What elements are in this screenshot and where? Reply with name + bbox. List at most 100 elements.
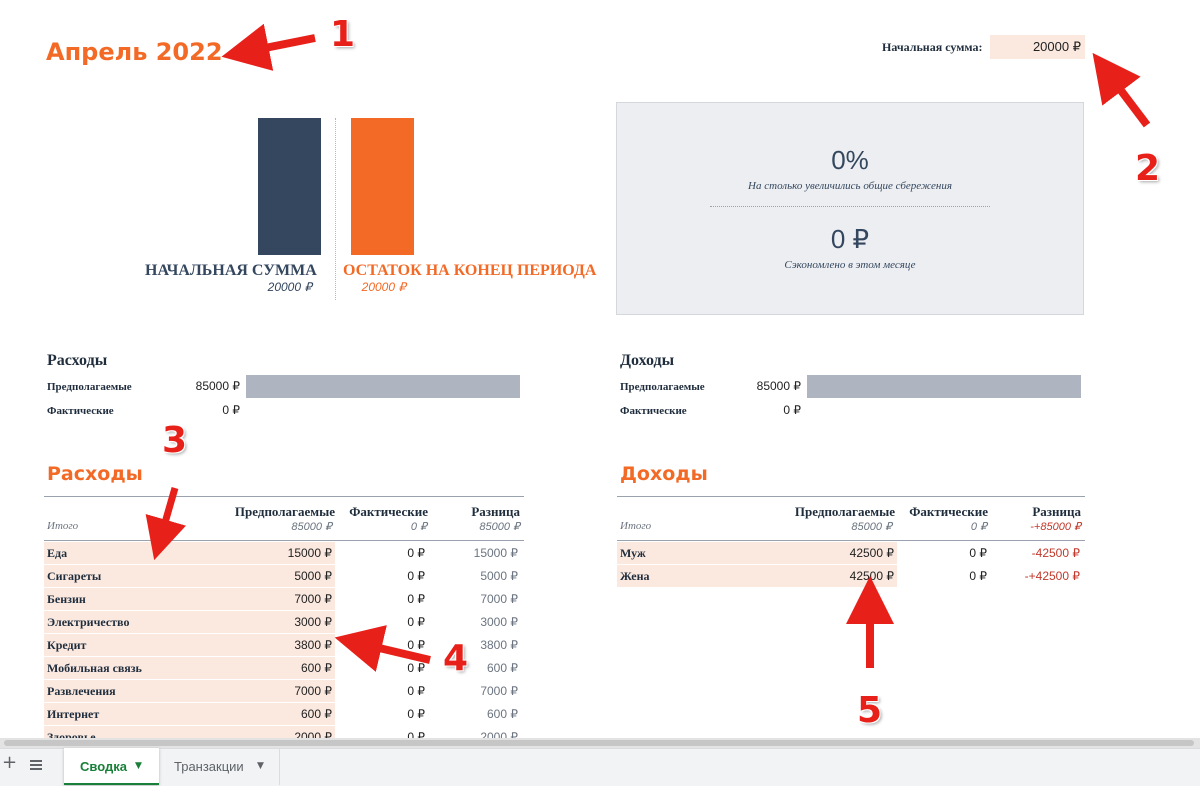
expense-actual: 0 ₽ [407,638,425,652]
add-sheet-icon[interactable]: + [2,752,18,773]
expenses-summary-title: Расходы [47,352,108,369]
expense-diff: 3000 ₽ [480,615,518,629]
income-actual-value: 0 ₽ [783,403,801,417]
expense-actual: 0 ₽ [407,684,425,698]
expense-actual: 0 ₽ [407,592,425,606]
savings-amount-label: Сэкономлено в этом месяце [784,259,916,271]
expenses-actual-value: 0 ₽ [222,403,240,417]
annotation-3: 3 [162,420,188,461]
expenses-planned-bar [246,375,520,398]
expense-name[interactable]: Мобильная связь [44,657,240,679]
table-row: Кредит 3800 ₽ 0 ₽ 3800 ₽ [44,634,524,657]
income-table-top-rule [617,496,1085,497]
income-name[interactable]: Муж [617,542,803,564]
savings-divider [710,206,990,207]
arrow-4 [334,625,431,672]
expense-actual: 0 ₽ [407,546,425,560]
expenses-col-diff: Разница [471,504,520,519]
expense-name[interactable]: Интернет [44,703,240,725]
expense-name[interactable]: Сигареты [44,565,240,587]
expense-diff: 5000 ₽ [480,569,518,583]
expenses-col-planned: Предполагаемые [234,504,335,519]
expense-name[interactable]: Еда [44,542,240,564]
expense-name[interactable]: Развлечения [44,680,240,702]
end-balance-bar [351,118,414,255]
expense-actual: 0 ₽ [407,615,425,629]
tab-summary-label[interactable]: Сводка [80,759,127,774]
expenses-table-body: Еда 15000 ₽ 0 ₽ 15000 ₽ Сигареты 5000 ₽ … [44,542,524,749]
income-total-planned: 85000 ₽ [851,521,892,533]
end-balance-caption: ОСТАТОК НА КОНЕЦ ПЕРИОДА [343,262,597,279]
income-col-diff: Разница [1032,504,1081,519]
expense-diff: 7000 ₽ [480,684,518,698]
tab-transactions-label[interactable]: Транзакции [174,759,244,774]
income-col-actual: Фактические [909,504,988,519]
expenses-total-planned: 85000 ₽ [291,521,332,533]
expense-planned[interactable]: 3800 ₽ [240,634,335,656]
start-amount-caption: НАЧАЛЬНАЯ СУММА [145,262,317,279]
savings-panel [616,102,1084,315]
tab-summary[interactable] [64,748,159,785]
expenses-table-header-rule [44,540,524,541]
expenses-actual-label: Фактические [47,405,114,417]
expenses-col-actual: Фактические [349,504,428,519]
income-planned[interactable]: 42500 ₽ [803,542,897,564]
expense-diff: 15000 ₽ [473,546,518,560]
annotation-1: 1 [330,14,356,55]
expense-planned[interactable]: 7000 ₽ [240,680,335,702]
table-row: Еда 15000 ₽ 0 ₽ 15000 ₽ [44,542,524,565]
expense-planned[interactable]: 3000 ₽ [240,611,335,633]
start-amount-bar [258,118,321,255]
page-title: Апрель 2022 [46,38,223,66]
income-summary-title: Доходы [620,352,675,369]
expense-planned[interactable]: 7000 ₽ [240,588,335,610]
start-amount-label: Начальная сумма: [882,40,983,54]
expense-planned[interactable]: 600 ₽ [240,703,335,725]
expense-actual: 0 ₽ [407,707,425,721]
income-diff: -42500 ₽ [1031,546,1080,560]
expense-planned[interactable]: 5000 ₽ [240,565,335,587]
scrollbar-thumb[interactable] [4,740,1194,746]
income-name[interactable]: Жена [617,565,803,587]
income-actual: 0 ₽ [969,569,987,583]
income-diff: -+42500 ₽ [1024,569,1080,583]
income-total-label: Итого [620,520,652,532]
income-planned-bar [807,375,1081,398]
income-planned-label: Предполагаемые [620,381,705,393]
expense-planned[interactable]: 600 ₽ [240,657,335,679]
expense-diff: 3800 ₽ [480,638,518,652]
end-balance-caption-value: 20000 ₽ [361,280,406,294]
all-sheets-menu-icon[interactable] [30,760,42,772]
expense-name[interactable]: Бензин [44,588,240,610]
arrow-2 [1092,52,1151,128]
income-planned-value: 85000 ₽ [756,379,801,393]
tab-transactions[interactable] [164,748,280,785]
table-row: Интернет 600 ₽ 0 ₽ 600 ₽ [44,703,524,726]
annotation-2: 2 [1135,148,1161,189]
annotation-4: 4 [443,638,469,679]
sheet-tabs-bar [0,748,1200,786]
income-actual: 0 ₽ [969,546,987,560]
income-table-title: Доходы [620,463,708,485]
chart-divider [335,118,336,300]
expenses-table-top-rule [44,496,524,497]
expense-planned[interactable]: 15000 ₽ [240,542,335,564]
income-total-diff: -+85000 ₽ [1030,521,1081,533]
expenses-planned-label: Предполагаемые [47,381,132,393]
expenses-total-actual: 0 ₽ [410,521,427,533]
income-total-actual: 0 ₽ [970,521,987,533]
table-row: Бензин 7000 ₽ 0 ₽ 7000 ₽ [44,588,524,611]
table-row: Электричество 3000 ₽ 0 ₽ 3000 ₽ [44,611,524,634]
expense-name[interactable]: Электричество [44,611,240,633]
table-row: Муж 42500 ₽ 0 ₽ -42500 ₽ [617,542,1085,565]
expense-diff: 7000 ₽ [480,592,518,606]
tab-summary-caret-icon[interactable]: ▼ [135,761,142,771]
table-row: Сигареты 5000 ₽ 0 ₽ 5000 ₽ [44,565,524,588]
expenses-total-label: Итого [47,520,79,532]
expenses-table-title: Расходы [47,463,143,485]
tab-transactions-caret-icon[interactable]: ▼ [257,761,264,771]
start-amount-input[interactable]: 20000 ₽ [990,35,1085,59]
expense-name[interactable]: Кредит [44,634,240,656]
table-row: Мобильная связь 600 ₽ 0 ₽ 600 ₽ [44,657,524,680]
